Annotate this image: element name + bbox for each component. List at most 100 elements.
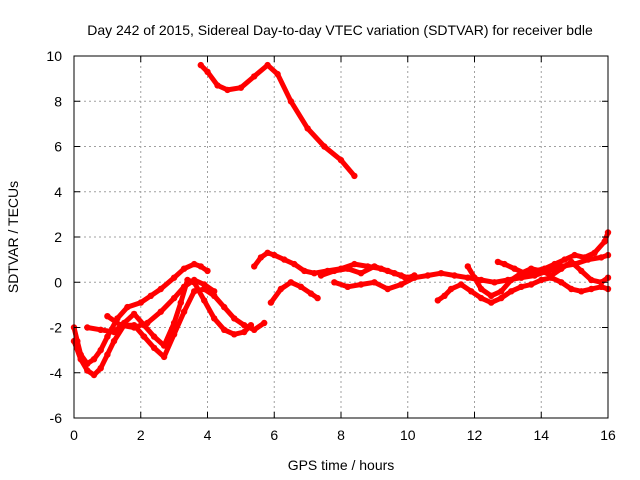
- data-point: [598, 254, 605, 261]
- data-point: [491, 279, 498, 286]
- y-tick-label: 6: [54, 139, 62, 155]
- data-point: [277, 285, 285, 293]
- data-point: [104, 351, 111, 358]
- data-point: [180, 308, 188, 315]
- data-point: [598, 283, 605, 290]
- data-point: [331, 279, 338, 286]
- data-point: [157, 308, 164, 315]
- x-axis-label: GPS time / hours: [288, 457, 395, 473]
- data-point: [581, 254, 588, 261]
- data-point: [130, 324, 138, 331]
- data-point: [281, 256, 288, 263]
- data-point: [501, 260, 508, 268]
- data-point: [251, 73, 258, 80]
- data-point: [558, 265, 565, 272]
- data-point: [117, 322, 124, 329]
- data-point: [287, 98, 295, 105]
- x-tick-label: 16: [600, 427, 616, 443]
- data-point: [204, 68, 211, 76]
- data-point: [297, 283, 305, 290]
- x-tick-label: 14: [533, 427, 549, 443]
- data-point: [568, 285, 575, 293]
- data-point: [457, 281, 465, 288]
- data-point: [84, 367, 91, 374]
- data-point: [237, 84, 245, 91]
- data-point: [598, 279, 605, 286]
- data-point: [397, 272, 405, 279]
- data-point: [251, 263, 258, 270]
- data-point: [191, 260, 198, 268]
- x-tick-label: 2: [137, 427, 145, 443]
- data-point: [371, 263, 378, 270]
- y-axis-label: SDTVAR / TECUs: [5, 181, 21, 293]
- series-track-3: [70, 285, 268, 379]
- data-point: [274, 70, 281, 78]
- data-point: [531, 272, 538, 279]
- data-point: [140, 333, 148, 340]
- data-point: [434, 297, 441, 304]
- data-point: [601, 238, 608, 245]
- data-point: [371, 279, 378, 286]
- data-point: [531, 267, 538, 275]
- series-track-1: [197, 61, 358, 180]
- data-point: [478, 294, 485, 302]
- data-point: [344, 265, 351, 272]
- data-point: [331, 267, 338, 275]
- data-point: [231, 331, 238, 338]
- data-point: [124, 303, 131, 311]
- data-point: [441, 292, 448, 299]
- data-point: [211, 288, 218, 295]
- y-tick-label: 4: [54, 184, 62, 200]
- data-point: [110, 337, 118, 345]
- data-point: [384, 285, 391, 293]
- data-point: [521, 270, 528, 277]
- data-point: [471, 274, 478, 281]
- data-point: [191, 276, 198, 284]
- data-point: [451, 272, 458, 279]
- data-point: [498, 288, 505, 295]
- data-point: [314, 294, 321, 302]
- data-point: [211, 315, 218, 322]
- data-point: [231, 315, 238, 322]
- data-point: [197, 263, 204, 270]
- data-point: [488, 299, 495, 306]
- series-track-6: [251, 249, 418, 281]
- data-point: [357, 270, 365, 277]
- data-point: [180, 265, 188, 272]
- data-point: [77, 356, 84, 363]
- data-point: [84, 324, 91, 331]
- data-point: [201, 297, 208, 304]
- data-point: [160, 342, 168, 349]
- data-point: [538, 276, 545, 284]
- data-point: [494, 258, 502, 266]
- data-point: [90, 356, 98, 363]
- data-point: [271, 251, 278, 259]
- y-tick-label: 2: [54, 229, 62, 245]
- data-point: [568, 258, 575, 266]
- data-point: [241, 328, 248, 336]
- data-point: [97, 346, 104, 354]
- series-track-2: [70, 260, 211, 367]
- data-point: [257, 254, 265, 261]
- data-point: [321, 143, 328, 150]
- y-tick-label: -6: [50, 410, 63, 426]
- x-tick-label: 4: [204, 427, 212, 443]
- data-point: [558, 279, 565, 286]
- data-point: [204, 267, 211, 275]
- data-point: [157, 285, 164, 293]
- data-point: [301, 267, 308, 275]
- data-point: [578, 288, 585, 295]
- data-point: [221, 326, 228, 333]
- data-point: [468, 288, 475, 295]
- data-point: [104, 313, 111, 320]
- data-point: [478, 285, 485, 293]
- data-point: [588, 276, 595, 284]
- data-point: [588, 285, 595, 293]
- data-point: [264, 249, 271, 256]
- data-point: [561, 256, 568, 263]
- data-point: [304, 125, 311, 132]
- data-point: [357, 281, 365, 288]
- data-point: [170, 294, 178, 302]
- data-point: [267, 299, 275, 306]
- data-point: [211, 292, 218, 299]
